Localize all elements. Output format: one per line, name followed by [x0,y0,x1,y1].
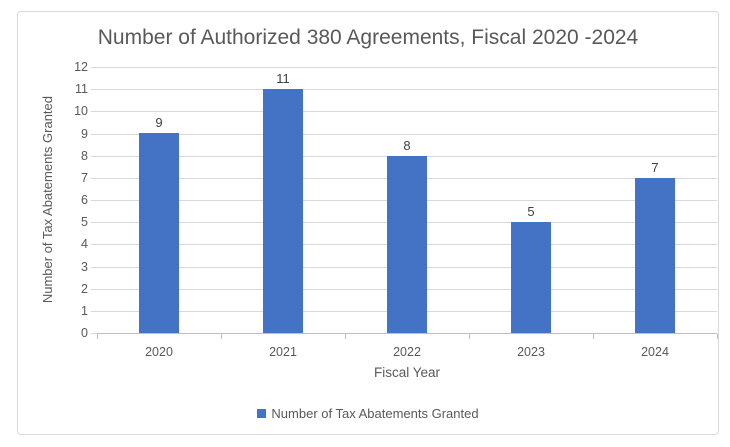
y-tick [91,267,97,268]
y-tick [91,67,97,68]
x-tick-label: 2022 [393,345,421,359]
y-tick [91,311,97,312]
x-tick-label: 2021 [269,345,297,359]
chart-title: Number of Authorized 380 Agreements, Fis… [97,26,639,49]
y-tick-label: 5 [81,215,88,229]
y-tick-label: 2 [81,282,88,296]
y-tick [91,222,97,223]
y-tick-label: 10 [74,104,88,118]
y-tick [91,200,97,201]
y-tick-label: 0 [81,326,88,340]
bar-value-label: 7 [651,160,659,175]
x-tick [345,334,346,339]
y-tick [91,89,97,90]
chart-frame: Number of Authorized 380 Agreements, Fis… [17,11,719,435]
bar-cell: 7 [593,67,717,333]
gridline [97,89,717,90]
y-tick-label: 11 [75,82,88,96]
bar-value-label: 9 [155,115,163,130]
x-tick [221,334,222,339]
bar [635,178,675,333]
y-tick [91,111,97,112]
plot-area: 9 11 8 5 7 [97,67,717,334]
y-tick-label: 3 [81,260,88,274]
y-tick-label: 1 [81,304,88,318]
y-tick-label: 4 [81,237,88,251]
x-tick-label: 2023 [517,345,545,359]
bar-cell: 5 [469,67,593,333]
bar-cell: 11 [221,67,345,333]
bar [511,222,551,333]
legend: Number of Tax Abatements Granted [18,406,718,421]
x-tick [593,334,594,339]
gridline [97,67,717,68]
x-tick [469,334,470,339]
bar-cell: 8 [345,67,469,333]
y-tick-label: 7 [81,171,88,185]
bar [139,133,179,333]
y-tick [91,289,97,290]
y-tick-label: 12 [74,60,88,74]
bar-value-label: 8 [403,138,411,153]
x-axis-title: Fiscal Year [373,365,441,380]
bar-value-label: 5 [527,204,535,219]
x-tick [717,334,718,339]
y-tick [91,134,97,135]
y-tick-label: 9 [81,127,88,141]
bar-value-label: 11 [276,71,290,86]
y-tick-label: 8 [81,149,88,163]
y-tick [91,333,97,334]
gridline [97,134,717,135]
y-tick [91,244,97,245]
x-tick-label: 2024 [641,345,669,359]
x-tick-label: 2020 [145,345,173,359]
y-tick [91,178,97,179]
y-axis-labels: 0 1 2 3 4 5 6 7 8 9 10 11 12 [18,60,88,340]
y-tick [91,156,97,157]
y-tick-label: 6 [81,193,88,207]
bar [387,156,427,333]
legend-marker-icon [257,409,267,418]
bar-cell: 9 [97,67,221,333]
x-tick [97,334,98,339]
bar [263,89,303,333]
legend-label: Number of Tax Abatements Granted [271,406,479,421]
gridline [97,111,717,112]
